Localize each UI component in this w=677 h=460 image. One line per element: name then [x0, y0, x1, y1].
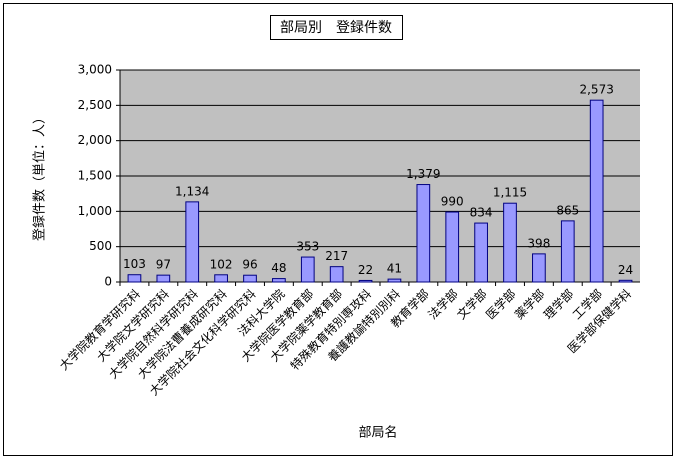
bar	[560, 220, 575, 283]
bar	[532, 253, 546, 283]
value-label: 353	[296, 240, 319, 254]
value-label: 41	[387, 262, 402, 276]
value-label: 48	[271, 261, 286, 275]
bar	[243, 274, 257, 283]
title-box	[270, 15, 403, 40]
value-label: 1,134	[175, 184, 209, 198]
bar	[474, 222, 488, 283]
value-label: 97	[156, 258, 171, 272]
value-label: 217	[325, 249, 348, 263]
value-label: 834	[470, 206, 493, 220]
value-label: 398	[527, 236, 550, 250]
value-label: 1,379	[406, 167, 440, 181]
bar	[127, 274, 142, 283]
y-tick-label: 1,500	[78, 169, 112, 183]
bar	[387, 278, 402, 283]
y-tick-label: 3,000	[78, 63, 112, 77]
bar	[156, 274, 171, 283]
y-axis-title: 登録件数（単位：人）	[32, 111, 48, 241]
y-tick-label: 0	[104, 275, 112, 289]
value-label: 22	[358, 263, 373, 277]
bar	[300, 256, 315, 283]
y-tick-label: 500	[89, 239, 112, 253]
chart-title: 部局別 登録件数	[280, 20, 392, 36]
value-label: 990	[441, 195, 464, 209]
bar	[358, 279, 373, 283]
bar	[503, 202, 517, 283]
bar	[589, 99, 604, 283]
value-label: 103	[123, 257, 146, 271]
bar	[618, 279, 633, 283]
bar	[445, 211, 460, 283]
x-axis-title: 部局名	[358, 425, 397, 441]
y-tick-label: 1,000	[78, 204, 112, 218]
value-label: 24	[618, 263, 633, 277]
y-tick-label: 2,500	[78, 98, 112, 112]
value-label: 96	[242, 258, 257, 272]
bar	[214, 274, 228, 283]
value-label: 1,115	[493, 186, 527, 200]
bar	[329, 266, 344, 283]
bar	[272, 278, 286, 283]
bar	[185, 201, 200, 283]
y-tick-label: 2,000	[78, 133, 112, 147]
bar	[416, 184, 431, 283]
value-label: 102	[210, 257, 233, 271]
value-label: 2,573	[579, 83, 613, 97]
value-label: 865	[556, 203, 579, 217]
